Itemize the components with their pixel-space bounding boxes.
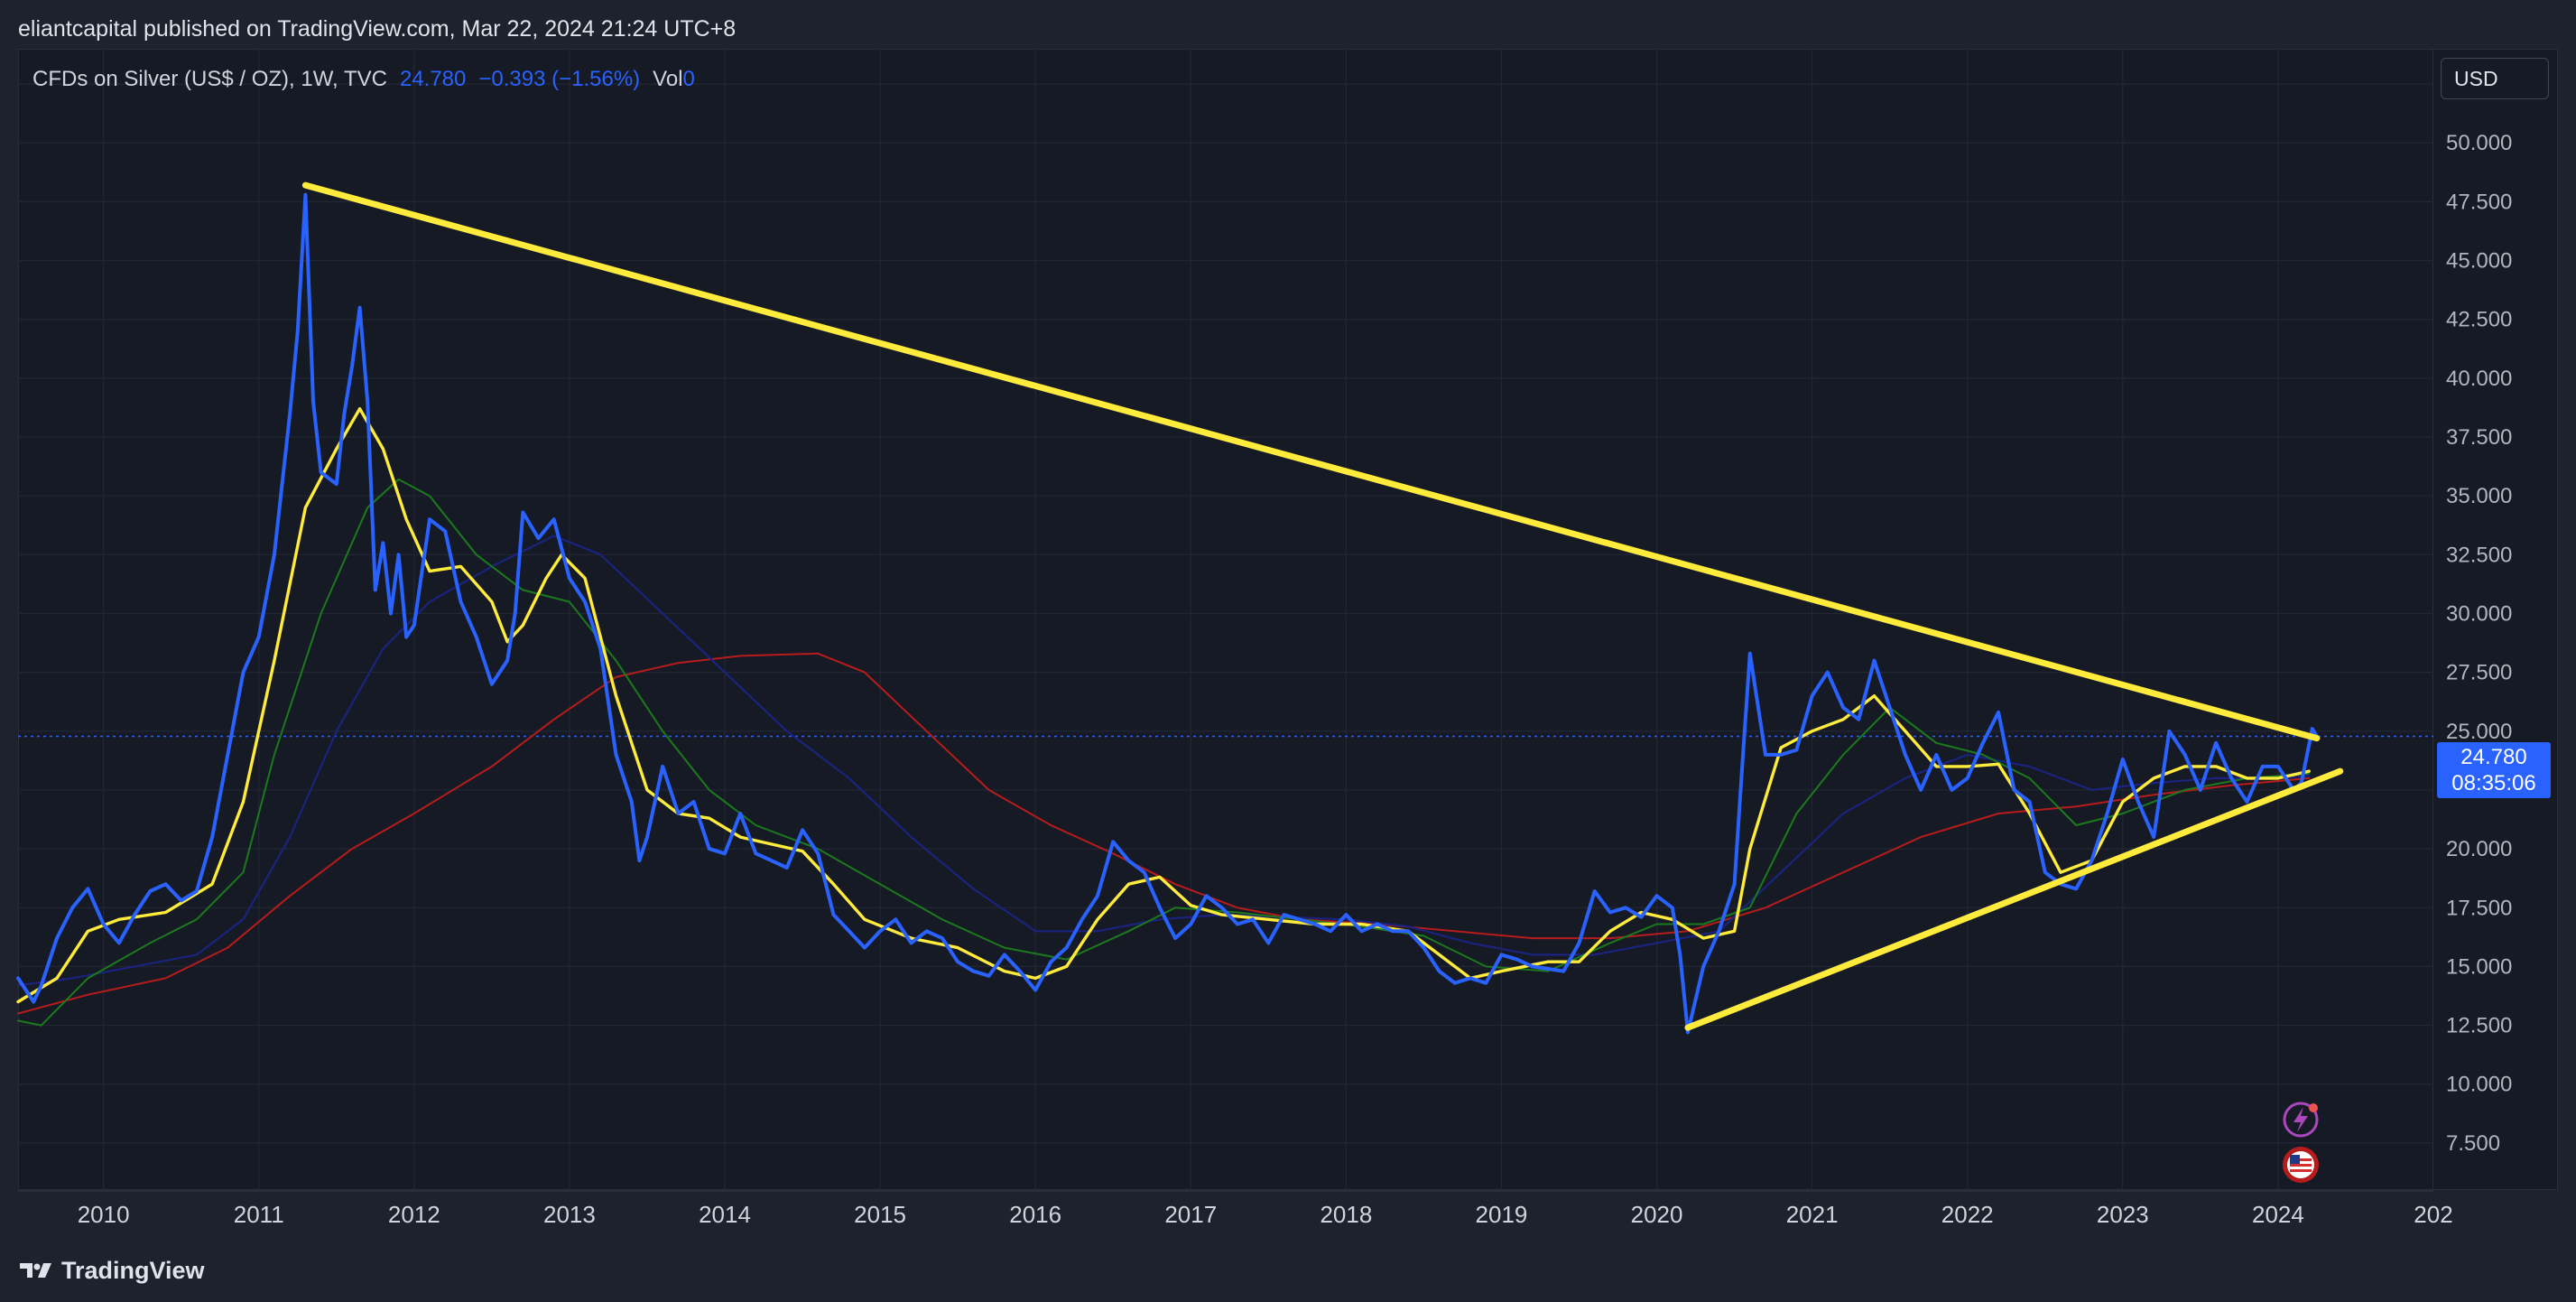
series-line-ma_short — [16, 407, 2311, 1004]
last-price-tag: 24.780 08:35:06 — [2437, 742, 2551, 798]
x-tick-label: 2020 — [1631, 1201, 1683, 1228]
volume-label[interactable]: Vol — [653, 67, 683, 91]
y-tick-label: 12.500 — [2446, 1014, 2512, 1038]
x-tick-label: 2022 — [1941, 1201, 1994, 1228]
x-tick-label: 2015 — [854, 1201, 906, 1228]
publisher-line: eliantcapital published on TradingView.c… — [18, 16, 737, 42]
last-price-label: 24.780 — [2460, 745, 2527, 769]
y-tick-label: 25.000 — [2446, 720, 2512, 744]
x-tick-label: 202 — [2414, 1201, 2452, 1228]
currency-button[interactable]: USD — [2441, 58, 2549, 99]
chart-pane[interactable] — [18, 49, 2433, 1190]
y-tick-label: 17.500 — [2446, 896, 2512, 920]
x-tick-label: 2019 — [1476, 1201, 1528, 1228]
x-tick-label: 2011 — [234, 1201, 284, 1228]
series — [16, 192, 2319, 1035]
x-tick-label: 2016 — [1009, 1201, 1061, 1228]
trendlines — [301, 181, 2344, 1031]
lightning-icon[interactable] — [2283, 1102, 2319, 1138]
x-tick-label: 2017 — [1164, 1201, 1217, 1228]
y-tick-label: 10.000 — [2446, 1073, 2512, 1097]
symbol-legend[interactable]: CFDs on Silver (US$ / OZ), 1W, TVC 24.780… — [32, 67, 695, 92]
last-value: 24.780 — [399, 67, 467, 91]
y-axis-ticks: 7.50010.00012.50015.00017.50020.00022.50… — [2446, 72, 2512, 1156]
y-tick-label: 7.500 — [2446, 1131, 2500, 1156]
x-tick-label: 2021 — [1786, 1201, 1839, 1228]
countdown-label: 08:35:06 — [2451, 771, 2536, 795]
footer: TradingView — [18, 1255, 205, 1286]
series-line-price — [16, 192, 2319, 1035]
y-tick-label: 27.500 — [2446, 661, 2512, 685]
x-axis-ticks: 2010 2011 2012 2013 2014 2015 2016 2017 2018 2019… — [78, 1201, 2453, 1228]
y-tick-label: 20.000 — [2446, 837, 2512, 861]
trendline-lower[interactable] — [1684, 767, 2344, 1031]
time-axis-border — [18, 1190, 2433, 1192]
y-tick-label: 15.000 — [2446, 954, 2512, 979]
series-line-ma_mid — [17, 478, 2311, 1027]
us-flag-icon[interactable] — [2283, 1147, 2319, 1183]
x-tick-label: 2013 — [543, 1201, 596, 1228]
y-tick-label: 35.000 — [2446, 484, 2512, 508]
volume-value: 0 — [682, 67, 695, 91]
y-tick-label: 47.500 — [2446, 190, 2512, 214]
x-tick-label: 2023 — [2097, 1201, 2149, 1228]
price-axis[interactable] — [2433, 49, 2558, 1190]
tradingview-logo-icon — [20, 1263, 51, 1278]
brand-name: TradingView — [61, 1256, 205, 1284]
y-tick-label: 30.000 — [2446, 601, 2512, 626]
y-tick-label: 37.500 — [2446, 425, 2512, 450]
series-line-ma_longest — [17, 652, 2311, 1015]
grid-lines — [18, 49, 2433, 1190]
x-tick-label: 2018 — [1320, 1201, 1372, 1228]
x-tick-label: 2010 — [78, 1201, 130, 1228]
y-tick-label: 32.500 — [2446, 543, 2512, 567]
top-bar: eliantcapital published on TradingView.c… — [0, 0, 2576, 47]
x-tick-label: 2014 — [699, 1201, 751, 1228]
symbol-title[interactable]: CFDs on Silver (US$ / OZ), 1W, TVC — [32, 67, 387, 91]
y-tick-label: 42.500 — [2446, 308, 2512, 332]
y-tick-label: 40.000 — [2446, 367, 2512, 391]
x-tick-label: 2012 — [388, 1201, 440, 1228]
y-tick-label: 45.000 — [2446, 249, 2512, 274]
y-tick-label: 50.000 — [2446, 131, 2512, 155]
trendline-upper[interactable] — [301, 181, 2321, 742]
x-tick-label: 2024 — [2252, 1201, 2304, 1228]
change-value: −0.393 (−1.56%) — [478, 67, 641, 91]
